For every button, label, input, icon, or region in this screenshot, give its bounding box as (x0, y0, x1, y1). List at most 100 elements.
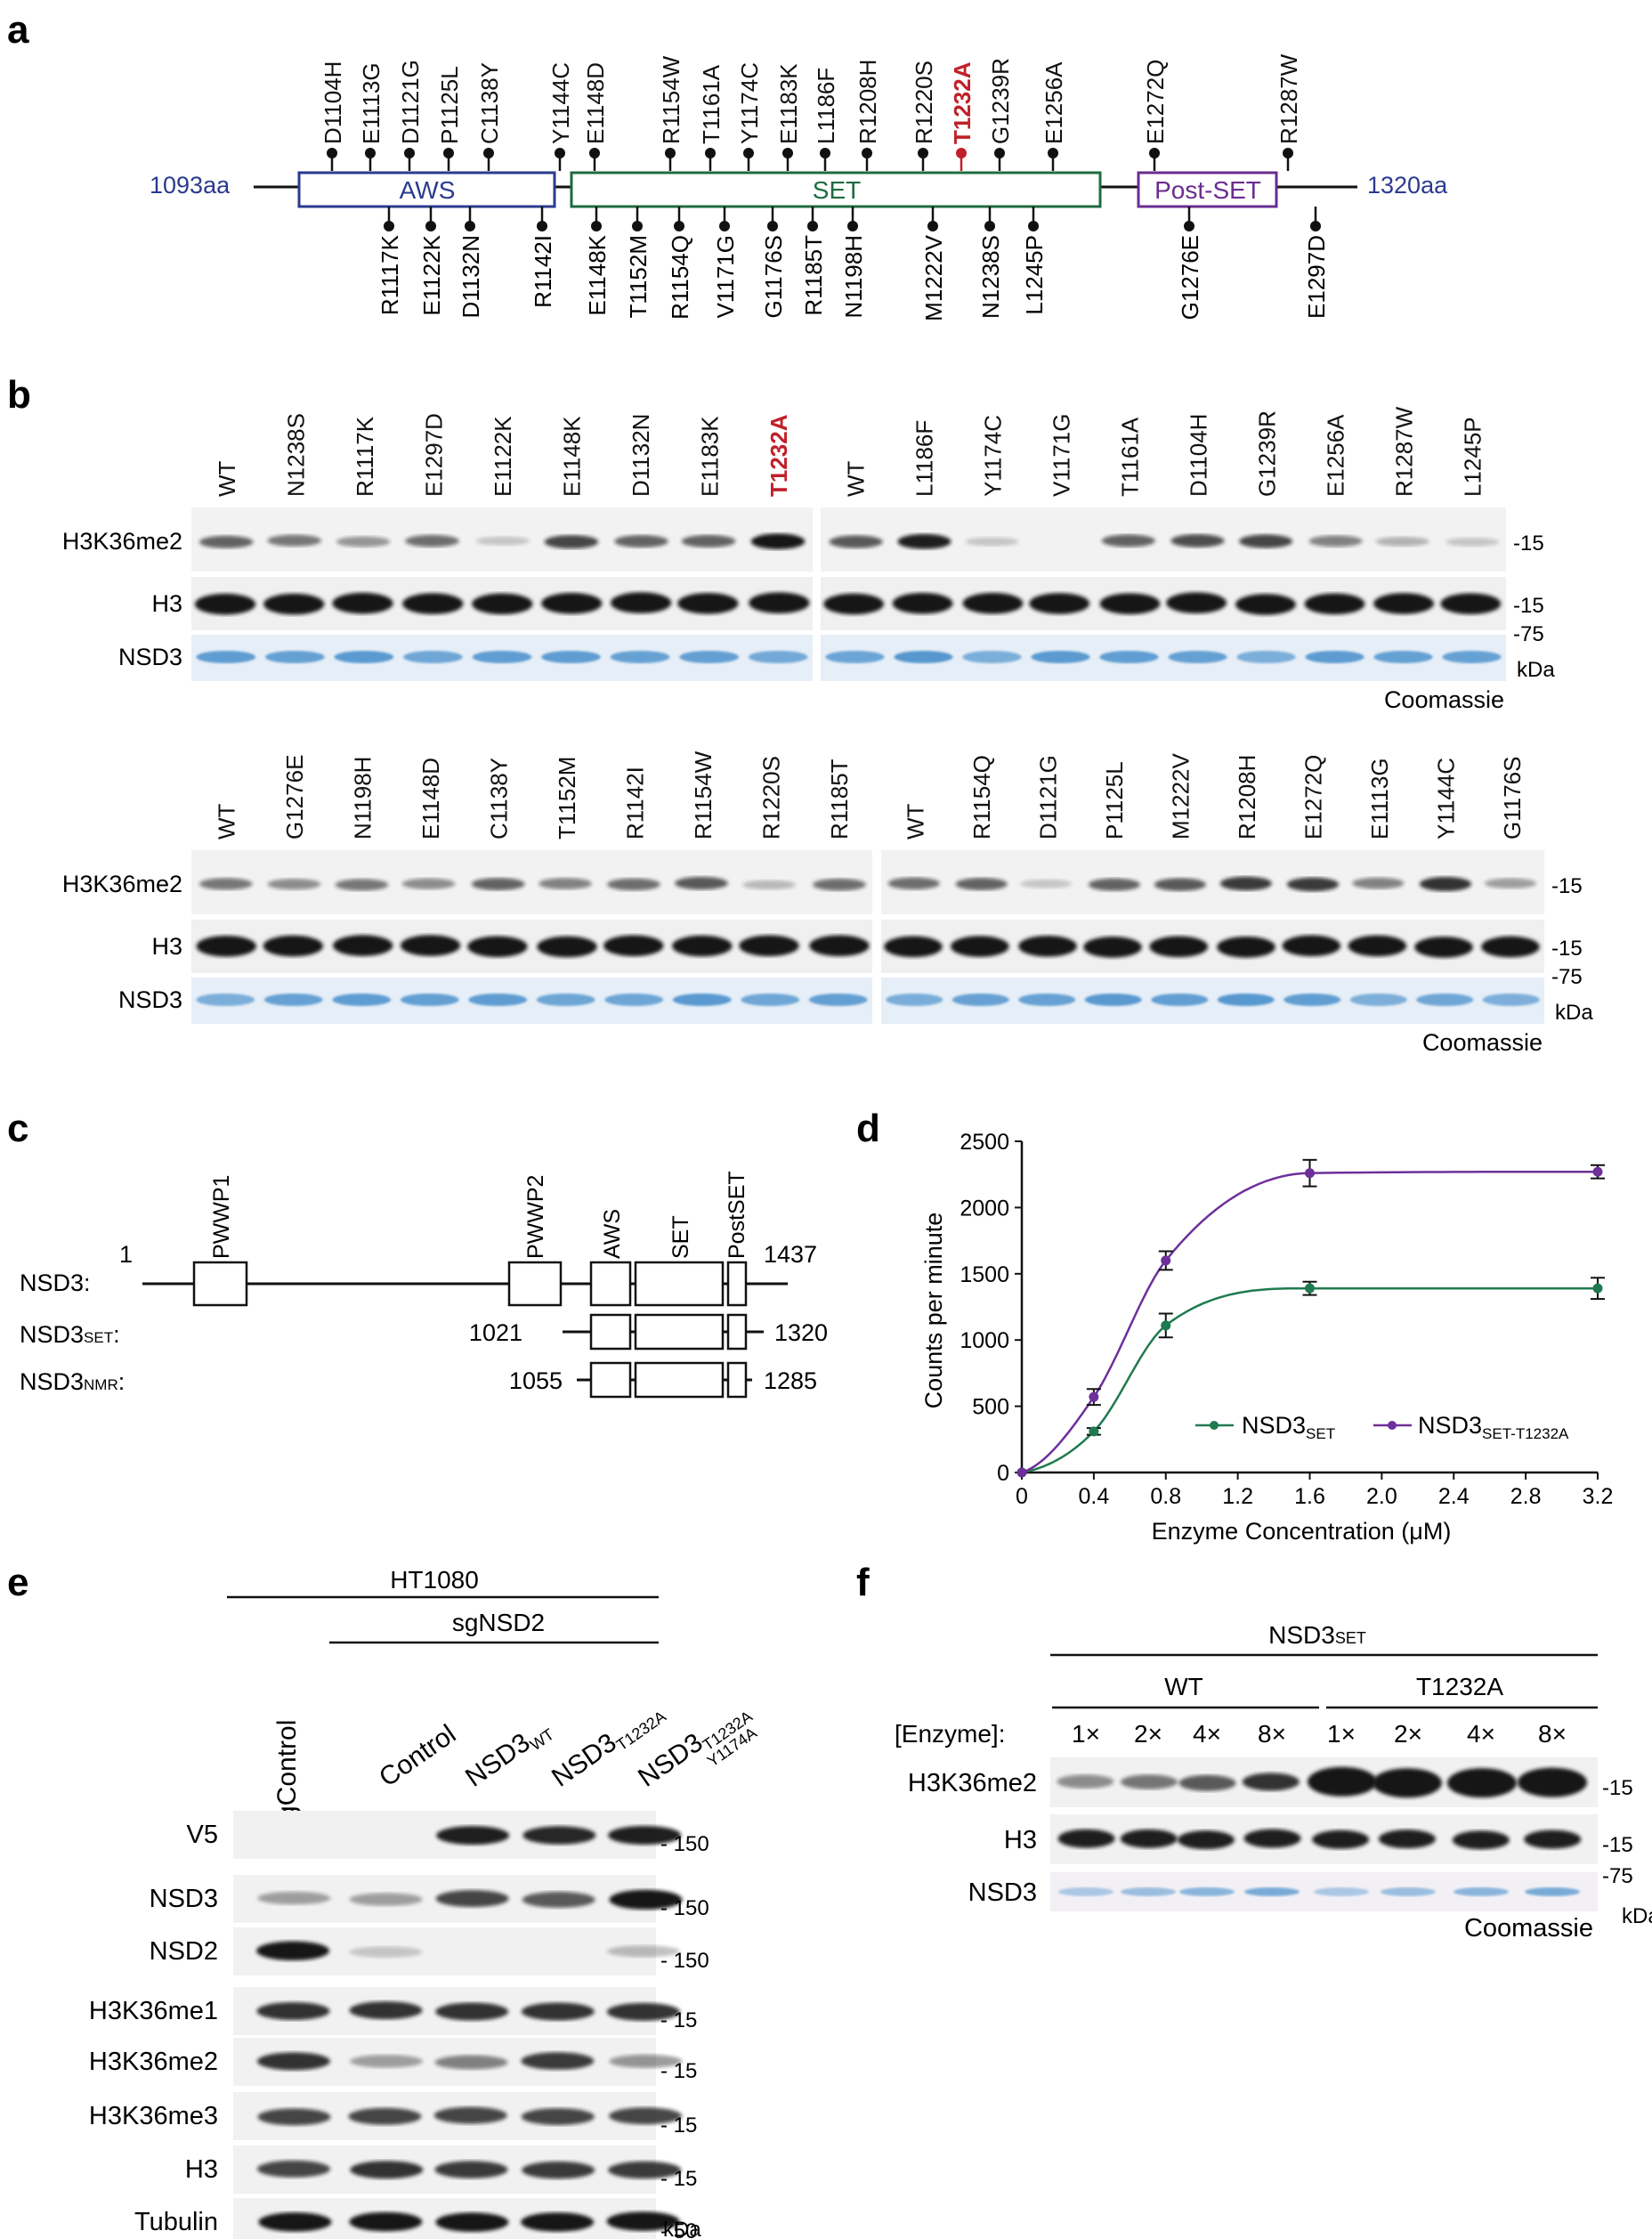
x-tick-label: 0 (1016, 1484, 1028, 1509)
nsd3-set-end-number: 1320 (774, 1319, 828, 1346)
kda-unit-label: kDa (1622, 1904, 1652, 1928)
lane-label-r1185t: R1185T (826, 759, 853, 840)
marker-dot (1149, 148, 1160, 158)
lane-label-l1245p: L1245P (1460, 417, 1486, 497)
nsd3-start-number: 1 (119, 1241, 133, 1268)
y-tick-label: 0 (997, 1461, 1009, 1486)
blot-row-h3k36me2: H3K36me2 - 15 (89, 2038, 697, 2086)
dose-label-3: 8× (1258, 1720, 1286, 1748)
blot-row-v5: V5 - 150 (187, 1811, 709, 1859)
mutation-marker-d1104h: D1104H (320, 61, 346, 171)
data-point (1305, 1168, 1315, 1179)
mutation-marker-y1144c: Y1144C (547, 62, 574, 171)
mutation-marker-n1238s: N1238S (977, 207, 1004, 319)
kda-unit-label: kDa (1555, 1001, 1593, 1025)
band-h3k36me2 (965, 537, 1019, 547)
lane-label-d1121g: D1121G (1034, 755, 1061, 840)
band-coomassie (825, 651, 885, 663)
band-h3 (472, 593, 533, 615)
strip-h3k36me2-right (821, 507, 1506, 572)
mutation-marker-e1297d: E1297D (1303, 207, 1330, 319)
marker-dot (1310, 221, 1321, 231)
band-h3k36me2 (335, 879, 389, 891)
band (1057, 1774, 1114, 1789)
row-label-nsd3: NSD3 (118, 986, 182, 1013)
marker-dot (404, 148, 415, 158)
band-h3 (402, 593, 464, 614)
cell-line-title: HT1080 (390, 1566, 479, 1594)
band (348, 2107, 422, 2125)
band-coomassie (1018, 994, 1076, 1006)
lane-label-wt: WT (213, 803, 239, 840)
band-h3k36me2 (897, 533, 952, 549)
dose-label-4: 1× (1327, 1720, 1356, 1748)
kda-unit-label: kDa (1517, 658, 1555, 682)
mutation-label: T1152M (625, 235, 652, 318)
lane-label-e1148d: E1148D (417, 758, 444, 840)
mutation-label: V1171G (712, 235, 739, 318)
lane-label-p1125l: P1125L (1101, 761, 1128, 840)
band (609, 1889, 683, 1910)
lane-label-e1122k: E1122K (490, 416, 516, 497)
marker-dot (1028, 221, 1039, 231)
mutation-marker-e1148d: E1148D (582, 62, 609, 171)
marker-kda: - 150 (660, 1949, 709, 1973)
row-label: V5 (187, 1821, 218, 1849)
band-coomassie (1121, 1887, 1176, 1896)
band-h3 (892, 592, 953, 614)
set-domain-box (570, 171, 1102, 208)
x-tick-label: 1.6 (1294, 1484, 1325, 1509)
band (521, 2108, 595, 2126)
row-label: H3 (185, 2155, 218, 2184)
band-h3 (823, 593, 884, 615)
lane-label-e1113g: E1113G (1366, 758, 1393, 840)
pwwp2-box (507, 1261, 563, 1307)
mutation-label: D1132N (458, 235, 484, 318)
coomassie-label: Coomassie (1422, 1029, 1543, 1056)
band-coomassie (1217, 994, 1275, 1006)
marker-dot (465, 221, 475, 231)
mutation-label: R1220S (911, 61, 937, 144)
band-coomassie (400, 994, 459, 1006)
marker-kda: - 150 (660, 1832, 709, 1856)
row-label-nsd3-set: NSD3SET: (20, 1321, 120, 1348)
band-coomassie (1236, 651, 1296, 663)
nsd3-nmr-start-number: 1055 (509, 1367, 563, 1394)
marker-dot (327, 148, 337, 158)
blot-row-h3k36me3: H3K36me3 - 15 (89, 2092, 697, 2140)
set-box-nmr (634, 1361, 725, 1399)
mutation-marker-r1287w: R1287W (1275, 53, 1302, 171)
x-tick-label: 2.4 (1438, 1484, 1470, 1509)
postset-domain-box (1137, 171, 1278, 208)
band-coomassie (1031, 651, 1090, 663)
strip-h3-right (881, 920, 1544, 973)
y-tick-label: 2500 (960, 1130, 1009, 1155)
row-label-h3k36me2: H3K36me2 (62, 528, 182, 555)
blot-row-nsd2: NSD2 - 150 (150, 1927, 709, 1975)
band-coomassie (332, 994, 392, 1006)
lane-label-wt: WT (214, 460, 240, 497)
band (608, 2161, 682, 2179)
band-h3 (537, 936, 597, 958)
marker-kda: -75 (1602, 1864, 1633, 1888)
mutation-label: E1113G (358, 62, 385, 144)
strip-nsd3-right (821, 635, 1506, 681)
enzyme-label: [Enzyme]: (895, 1720, 1005, 1748)
band-coomassie (1525, 1887, 1580, 1896)
data-point (1161, 1255, 1171, 1266)
marker-kda: -15 (1602, 1833, 1633, 1857)
band-h3k36me2 (675, 876, 728, 890)
band (256, 2001, 330, 2020)
band-h3 (467, 936, 528, 958)
marker-dot (591, 221, 602, 231)
band-h3 (610, 592, 672, 613)
lane-label-d1132n: D1132N (628, 414, 654, 497)
band (349, 1893, 423, 1906)
band-coomassie (741, 994, 800, 1006)
y-tick-label: 1000 (960, 1328, 1009, 1353)
marker-dot (1184, 221, 1194, 231)
mutation-label: L1186F (813, 68, 839, 144)
band-coomassie (604, 994, 664, 1006)
band-h3k36me2 (475, 536, 530, 546)
marker-dot (918, 148, 928, 158)
